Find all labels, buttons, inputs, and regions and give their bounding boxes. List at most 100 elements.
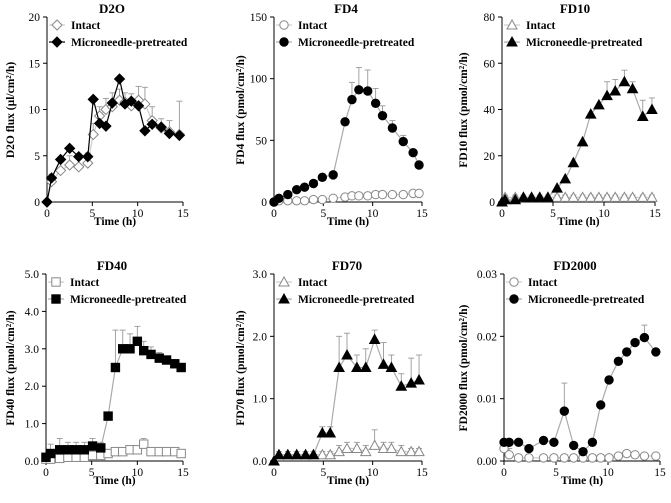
data-point [110, 362, 121, 373]
y-tick-label: 20 [484, 151, 496, 163]
y-tick-label: 4.0 [25, 306, 40, 318]
data-point [559, 453, 570, 463]
legend-label: Microneedle-pretreated [71, 37, 188, 49]
y-tick-label: 0.0 [253, 456, 268, 468]
data-point [377, 442, 390, 454]
series-line [504, 336, 657, 453]
data-point [622, 448, 632, 459]
data-point [405, 445, 417, 457]
legend-label: Microneedle-pretreated [70, 294, 187, 306]
x-axis-label: Time (h) [327, 475, 369, 487]
data-point [626, 82, 639, 94]
data-point [333, 361, 345, 372]
data-point [79, 445, 90, 455]
data-point [354, 85, 364, 95]
data-point [347, 94, 357, 105]
data-point [596, 400, 606, 410]
data-point [324, 448, 337, 460]
legend: Intact Microneedle-pretreated [276, 20, 415, 49]
data-point [538, 453, 549, 463]
data-point [351, 442, 363, 454]
data-point [354, 191, 364, 201]
data-point [146, 118, 158, 131]
data-point [54, 164, 67, 177]
data-point [414, 188, 424, 199]
chart-title: FD70 [332, 258, 362, 273]
data-point [405, 377, 417, 388]
legend-label: Microneedle-pretreated [298, 37, 415, 49]
data-point [387, 123, 398, 133]
data-point [578, 446, 588, 457]
legend-label: Microneedle-pretreated [298, 294, 415, 306]
x-axis-label: Time (h) [561, 475, 603, 487]
data-point [63, 142, 76, 155]
y-axis-label: FD40 flux (pmol/cm²/h) [5, 310, 17, 425]
data-point [63, 445, 73, 455]
data-point [146, 349, 156, 360]
data-point [517, 191, 530, 202]
legend-label: Intact [526, 20, 556, 32]
data-point [567, 191, 580, 202]
data-point [551, 182, 563, 193]
x-axis-label: Time (h) [557, 216, 599, 228]
data-point [316, 426, 329, 438]
chart-title: FD2000 [553, 258, 596, 273]
data-point [125, 95, 138, 107]
y-tick-label: 5 [34, 151, 40, 163]
data-point [593, 191, 605, 202]
data-point [273, 448, 285, 460]
legend-label: Intact [70, 277, 100, 289]
data-point [646, 191, 658, 202]
data-point [636, 110, 649, 121]
data-point [87, 93, 99, 106]
data-point [176, 448, 186, 459]
data-point [551, 191, 563, 202]
data-point [618, 75, 631, 87]
series-1 [269, 188, 424, 207]
data-point [132, 445, 143, 455]
data-point [340, 117, 350, 127]
chart-6: FD2000 0.00 0.01 0.02 0.03 0 5 10 15 Time (h) FD20… [458, 258, 666, 487]
y-tick-label: 2.0 [253, 331, 268, 343]
data-point [509, 193, 522, 205]
series-2 [269, 67, 424, 207]
data-point [54, 153, 67, 166]
legend-label: Intact [71, 20, 101, 32]
data-point [176, 362, 186, 373]
data-point [504, 437, 514, 447]
legend: Intact Microneedle-pretreated [276, 275, 415, 306]
y-tick-label: 0 [261, 197, 267, 209]
data-point [307, 448, 320, 460]
y-tick-label: 0.01 [477, 394, 497, 406]
y-tick-label: 0.0 [25, 456, 40, 468]
x-tick-label: 5 [89, 208, 95, 220]
x-tick-label: 0 [271, 467, 277, 479]
data-point [601, 191, 613, 202]
legend-marker [51, 294, 61, 304]
data-point [414, 160, 424, 170]
data-point [106, 97, 118, 109]
data-point [73, 150, 85, 163]
data-point [613, 451, 624, 461]
data-point [630, 337, 640, 348]
data-point [73, 161, 85, 173]
data-point [71, 445, 81, 455]
data-point [513, 453, 524, 463]
x-axis-label: Time (h) [327, 216, 369, 228]
x-tick-label: 10 [132, 208, 144, 220]
chart-title: D2O [99, 1, 125, 16]
data-point [604, 453, 614, 463]
x-tick-label: 10 [367, 467, 379, 479]
legend-label: Microneedle-pretreated [526, 37, 643, 49]
x-tick-label: 0 [43, 467, 49, 479]
data-point [398, 189, 408, 200]
x-tick-label: 0 [271, 208, 277, 220]
data-point [139, 125, 151, 137]
data-point [549, 437, 559, 447]
x-tick-label: 5 [320, 208, 326, 220]
data-point [341, 442, 353, 454]
data-point [646, 103, 658, 114]
x-tick-label: 15 [416, 208, 428, 220]
data-point [161, 355, 172, 365]
data-point [359, 361, 372, 372]
